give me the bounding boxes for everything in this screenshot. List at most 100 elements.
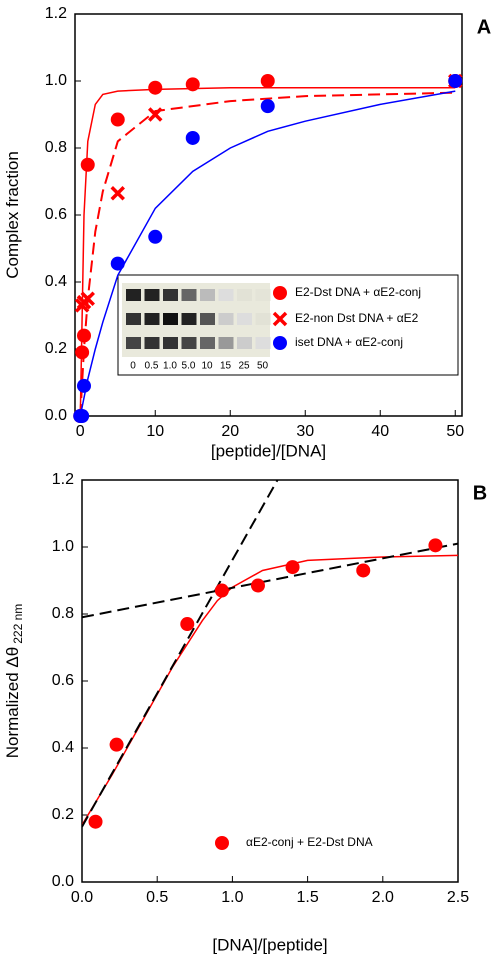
- marker-circle: [356, 563, 371, 578]
- x-tick-label: 30: [296, 423, 314, 440]
- legend-label: E2-Dst DNA + αE2-conj: [295, 285, 421, 299]
- legend-marker: [272, 311, 288, 327]
- marker-circle: [180, 617, 195, 632]
- panel-label: A: [477, 16, 491, 38]
- marker-circle: [260, 74, 275, 88]
- gel-band: [218, 313, 234, 325]
- y-tick-label: 0.4: [52, 739, 74, 756]
- gel-label: 15: [220, 361, 232, 372]
- x-tick-label: 0.5: [146, 889, 168, 906]
- legend-marker: [215, 836, 229, 850]
- x-tick-label: 10: [146, 423, 164, 440]
- gel-band: [163, 337, 178, 349]
- gel-band: [181, 289, 197, 301]
- marker-circle: [428, 538, 443, 553]
- gel-band: [126, 313, 141, 325]
- x-tick-label: 1.5: [296, 889, 318, 906]
- x-tick-label: 40: [371, 423, 389, 440]
- marker-circle: [77, 328, 91, 343]
- fit-line: [79, 90, 456, 416]
- gel-band: [237, 289, 252, 301]
- y-tick-label: 0.6: [45, 206, 67, 223]
- x-tick-label: 50: [446, 423, 464, 440]
- marker-x: [110, 185, 125, 201]
- y-tick-label: 0.8: [45, 139, 67, 156]
- marker-circle: [80, 157, 95, 172]
- y-tick-label: 0.8: [52, 605, 74, 622]
- y-tick-label: 0.6: [52, 672, 74, 689]
- y-axis-label: Complex fraction: [3, 151, 22, 279]
- fit-line: [82, 542, 458, 619]
- gel-band: [200, 313, 215, 325]
- y-tick-label: 0.0: [52, 873, 74, 890]
- gel-band: [200, 289, 215, 301]
- gel-band: [237, 337, 252, 349]
- plot-area: [82, 480, 458, 828]
- marker-circle: [110, 256, 125, 271]
- gel-band: [144, 289, 160, 301]
- gel-band: [218, 337, 234, 349]
- legend-label: iset DNA + αE2-conj: [295, 335, 403, 349]
- marker-circle: [148, 80, 163, 95]
- gel-label: 25: [238, 361, 250, 372]
- gel-band: [144, 313, 160, 325]
- y-tick-label: 0.0: [45, 407, 67, 424]
- legend-marker: [273, 336, 287, 350]
- gel-label: 1.0: [163, 361, 177, 372]
- gel-band: [237, 313, 252, 325]
- marker-circle: [214, 583, 229, 598]
- legend-marker: [273, 286, 287, 300]
- y-tick-label: 0.4: [45, 273, 67, 290]
- marker-circle: [75, 345, 90, 360]
- fit-line: [79, 91, 456, 416]
- marker-circle: [250, 578, 265, 593]
- panel-label: B: [473, 482, 487, 504]
- gel-band: [144, 337, 160, 349]
- gel-band: [255, 289, 271, 301]
- x-axis-label: [peptide]/[DNA]: [211, 441, 326, 460]
- marker-circle: [88, 814, 103, 829]
- marker-circle: [260, 99, 275, 114]
- y-tick-label: 0.2: [52, 806, 74, 823]
- y-axis-label-main: Complex fraction: [3, 151, 22, 279]
- y-tick-label: 1.0: [45, 72, 67, 89]
- fit-line: [82, 480, 279, 828]
- marker-x: [80, 291, 95, 306]
- y-tick-label: 0.2: [45, 340, 67, 357]
- y-axis-label-main: Normalized Δθ: [3, 647, 22, 759]
- legend-label: E2-non Dst DNA + αE2: [295, 311, 419, 325]
- y-tick-label: 1.0: [52, 538, 74, 555]
- y-tick-label: 1.2: [52, 471, 74, 488]
- plot-frame: [81, 479, 459, 883]
- gel-label: 0.5: [145, 361, 159, 372]
- marker-circle: [75, 409, 90, 423]
- gel-label: 10: [201, 361, 213, 372]
- marker-circle: [110, 112, 125, 127]
- marker-x: [148, 107, 163, 122]
- x-tick-label: 0: [76, 423, 85, 440]
- gel-band: [218, 289, 234, 301]
- gel-band: [163, 313, 178, 325]
- x-axis-label: [DNA]/[peptide]: [212, 935, 327, 954]
- gel-band: [126, 289, 141, 301]
- marker-circle: [185, 77, 200, 92]
- gel-band: [181, 313, 197, 325]
- marker-circle: [185, 130, 200, 145]
- x-tick-label: 20: [221, 423, 239, 440]
- marker-circle: [77, 378, 91, 393]
- gel-band: [255, 313, 271, 325]
- gel-band: [200, 337, 215, 349]
- marker-circle: [109, 737, 124, 752]
- gel-band: [181, 337, 197, 349]
- x-tick-label: 2.0: [372, 889, 394, 906]
- y-axis-label-sub: 222 nm: [11, 604, 25, 644]
- y-axis-label: Normalized Δθ 222 nm: [3, 604, 25, 759]
- gel-band: [255, 337, 271, 349]
- x-tick-label: 0.0: [71, 889, 93, 906]
- y-tick-label: 1.2: [45, 5, 67, 22]
- fit-line: [82, 554, 458, 826]
- marker-circle: [448, 74, 463, 88]
- marker-circle: [285, 560, 300, 575]
- x-tick-label: 1.0: [221, 889, 243, 906]
